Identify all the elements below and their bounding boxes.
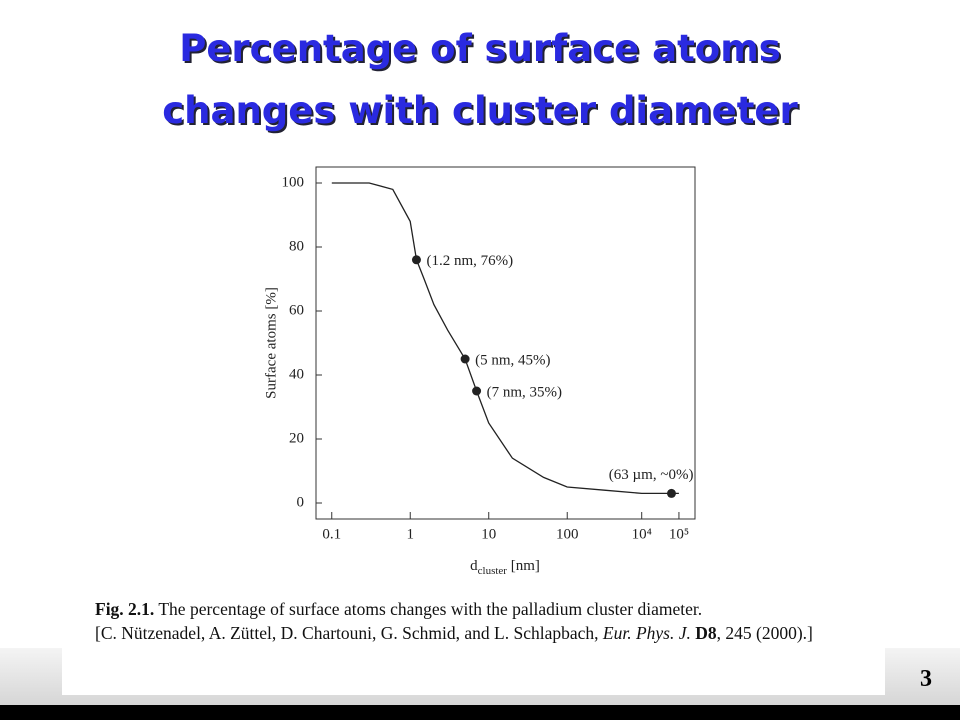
point-label: (1.2 nm, 76%) [426, 253, 513, 269]
caption-ref: [C. Nützenadel, A. Züttel, D. Chartouni,… [95, 623, 603, 643]
caption-text: The percentage of surface atoms changes … [154, 599, 703, 619]
y-tick-label: 0 [297, 494, 305, 510]
x-label-main: d [470, 558, 478, 574]
point-label: (5 nm, 45%) [475, 352, 550, 368]
caption-journal: Eur. Phys. J. [602, 623, 691, 643]
slide-title: Percentage of surface atoms changes with… [0, 18, 960, 142]
point-label: (63 µm, ~0%) [609, 467, 694, 483]
caption-volume: D8 [690, 623, 717, 643]
x-tick-label: 10⁵ [669, 526, 689, 542]
figure-box [62, 160, 885, 695]
y-tick-label: 60 [289, 302, 304, 318]
caption-label: Fig. 2.1. [95, 599, 155, 619]
x-label-sub: cluster [478, 565, 508, 577]
y-tick-label: 20 [289, 430, 304, 446]
x-tick-label: 100 [556, 526, 579, 542]
x-label-unit: [nm] [507, 558, 540, 574]
caption-ref: , 245 (2000).] [716, 623, 813, 643]
data-point [411, 255, 421, 265]
x-tick-label: 0.1 [322, 526, 341, 542]
data-point [666, 488, 676, 498]
page-number: 3 [920, 666, 932, 692]
title-line: changes with cluster diameter [162, 89, 798, 132]
y-tick-label: 80 [289, 238, 304, 254]
x-axis-label: dcluster [nm] [470, 558, 540, 576]
x-tick-label: 10 [481, 526, 496, 542]
data-point [460, 354, 470, 364]
x-tick-label: 1 [406, 526, 414, 542]
data-point [472, 386, 482, 396]
x-tick-label: 10⁴ [632, 526, 652, 542]
title-line: Percentage of surface atoms [179, 27, 781, 70]
y-tick-label: 100 [282, 174, 305, 190]
y-axis-label: Surface atoms [%] [263, 287, 279, 399]
y-tick-label: 40 [289, 366, 304, 382]
footer-bar [0, 705, 960, 720]
caption: Fig. 2.1. The percentage of surface atom… [95, 597, 885, 645]
point-label: (7 nm, 35%) [487, 384, 562, 400]
curve [331, 182, 679, 495]
plot-frame [315, 166, 696, 520]
